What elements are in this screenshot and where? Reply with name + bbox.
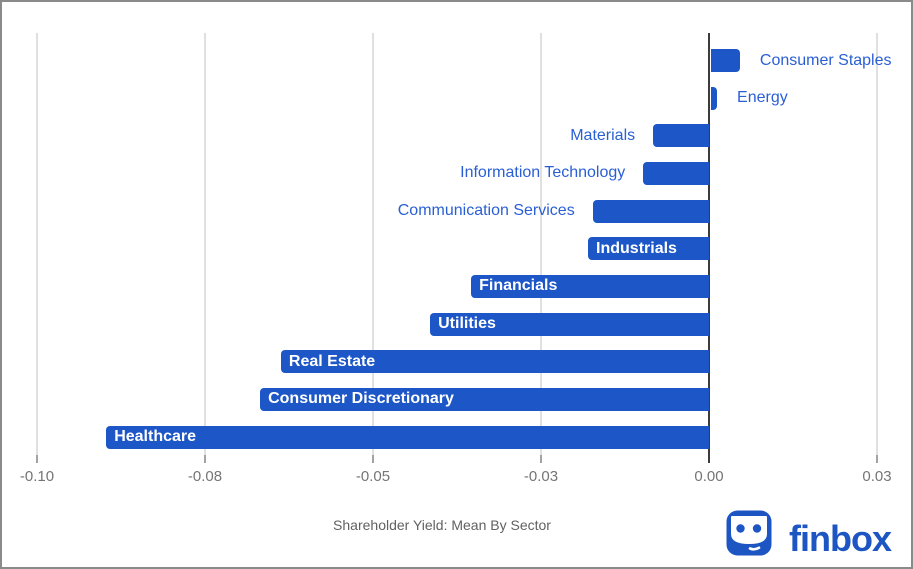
x-tick-label: -0.08 bbox=[187, 468, 223, 485]
bar-materials[interactable] bbox=[653, 124, 709, 148]
bar-utilities[interactable] bbox=[430, 312, 709, 336]
bar-label-materials: Materials bbox=[570, 126, 636, 144]
bar-label-financials: Financials bbox=[479, 277, 558, 295]
bar-financials[interactable] bbox=[471, 274, 709, 298]
axis-tick bbox=[36, 455, 38, 463]
bar-label-real-estate: Real Estate bbox=[288, 352, 376, 370]
finbox-robot-icon bbox=[726, 510, 772, 556]
axis-tick bbox=[372, 455, 374, 463]
bar-energy[interactable] bbox=[711, 86, 718, 110]
bar-label-industrials: Industrials bbox=[596, 239, 677, 257]
axis-tick bbox=[540, 455, 542, 463]
bar-label-healthcare: Healthcare bbox=[114, 428, 197, 446]
gridline bbox=[36, 33, 38, 455]
axis-tick bbox=[876, 455, 878, 463]
gridline bbox=[372, 33, 374, 455]
zero-axis-line bbox=[708, 33, 710, 463]
x-tick-label: 0.00 bbox=[694, 468, 724, 485]
bar-label-consumer-discretionary: Consumer Discretionary bbox=[268, 390, 454, 408]
bar-label-information-technology: Information Technology bbox=[460, 164, 626, 182]
x-tick-label: -0.10 bbox=[19, 468, 55, 485]
bar-label-utilities: Utilities bbox=[438, 315, 496, 333]
finbox-logo: finbox bbox=[725, 509, 892, 557]
bar-information-technology[interactable] bbox=[643, 161, 709, 185]
bar-label-energy: Energy bbox=[737, 89, 788, 107]
bar-real-estate[interactable] bbox=[280, 350, 709, 374]
finbox-wordmark: finbox bbox=[789, 518, 892, 559]
x-tick-label: 0.03 bbox=[862, 468, 892, 485]
x-tick-label: -0.05 bbox=[355, 468, 391, 485]
bar-label-consumer-staples: Consumer Staples bbox=[759, 51, 892, 69]
bar-label-communication-services: Communication Services bbox=[397, 202, 575, 220]
bar-industrials[interactable] bbox=[588, 237, 709, 261]
gridline bbox=[540, 33, 542, 455]
gridline bbox=[204, 33, 206, 455]
x-tick-label: -0.03 bbox=[523, 468, 559, 485]
bar-communication-services[interactable] bbox=[592, 199, 709, 223]
bar-healthcare[interactable] bbox=[106, 425, 709, 449]
axis-tick bbox=[204, 455, 206, 463]
bar-consumer-staples[interactable] bbox=[711, 49, 740, 72]
bar-consumer-discretionary[interactable] bbox=[260, 387, 709, 411]
gridline bbox=[876, 33, 878, 455]
x-axis-title: Shareholder Yield: Mean By Sector bbox=[333, 517, 551, 533]
